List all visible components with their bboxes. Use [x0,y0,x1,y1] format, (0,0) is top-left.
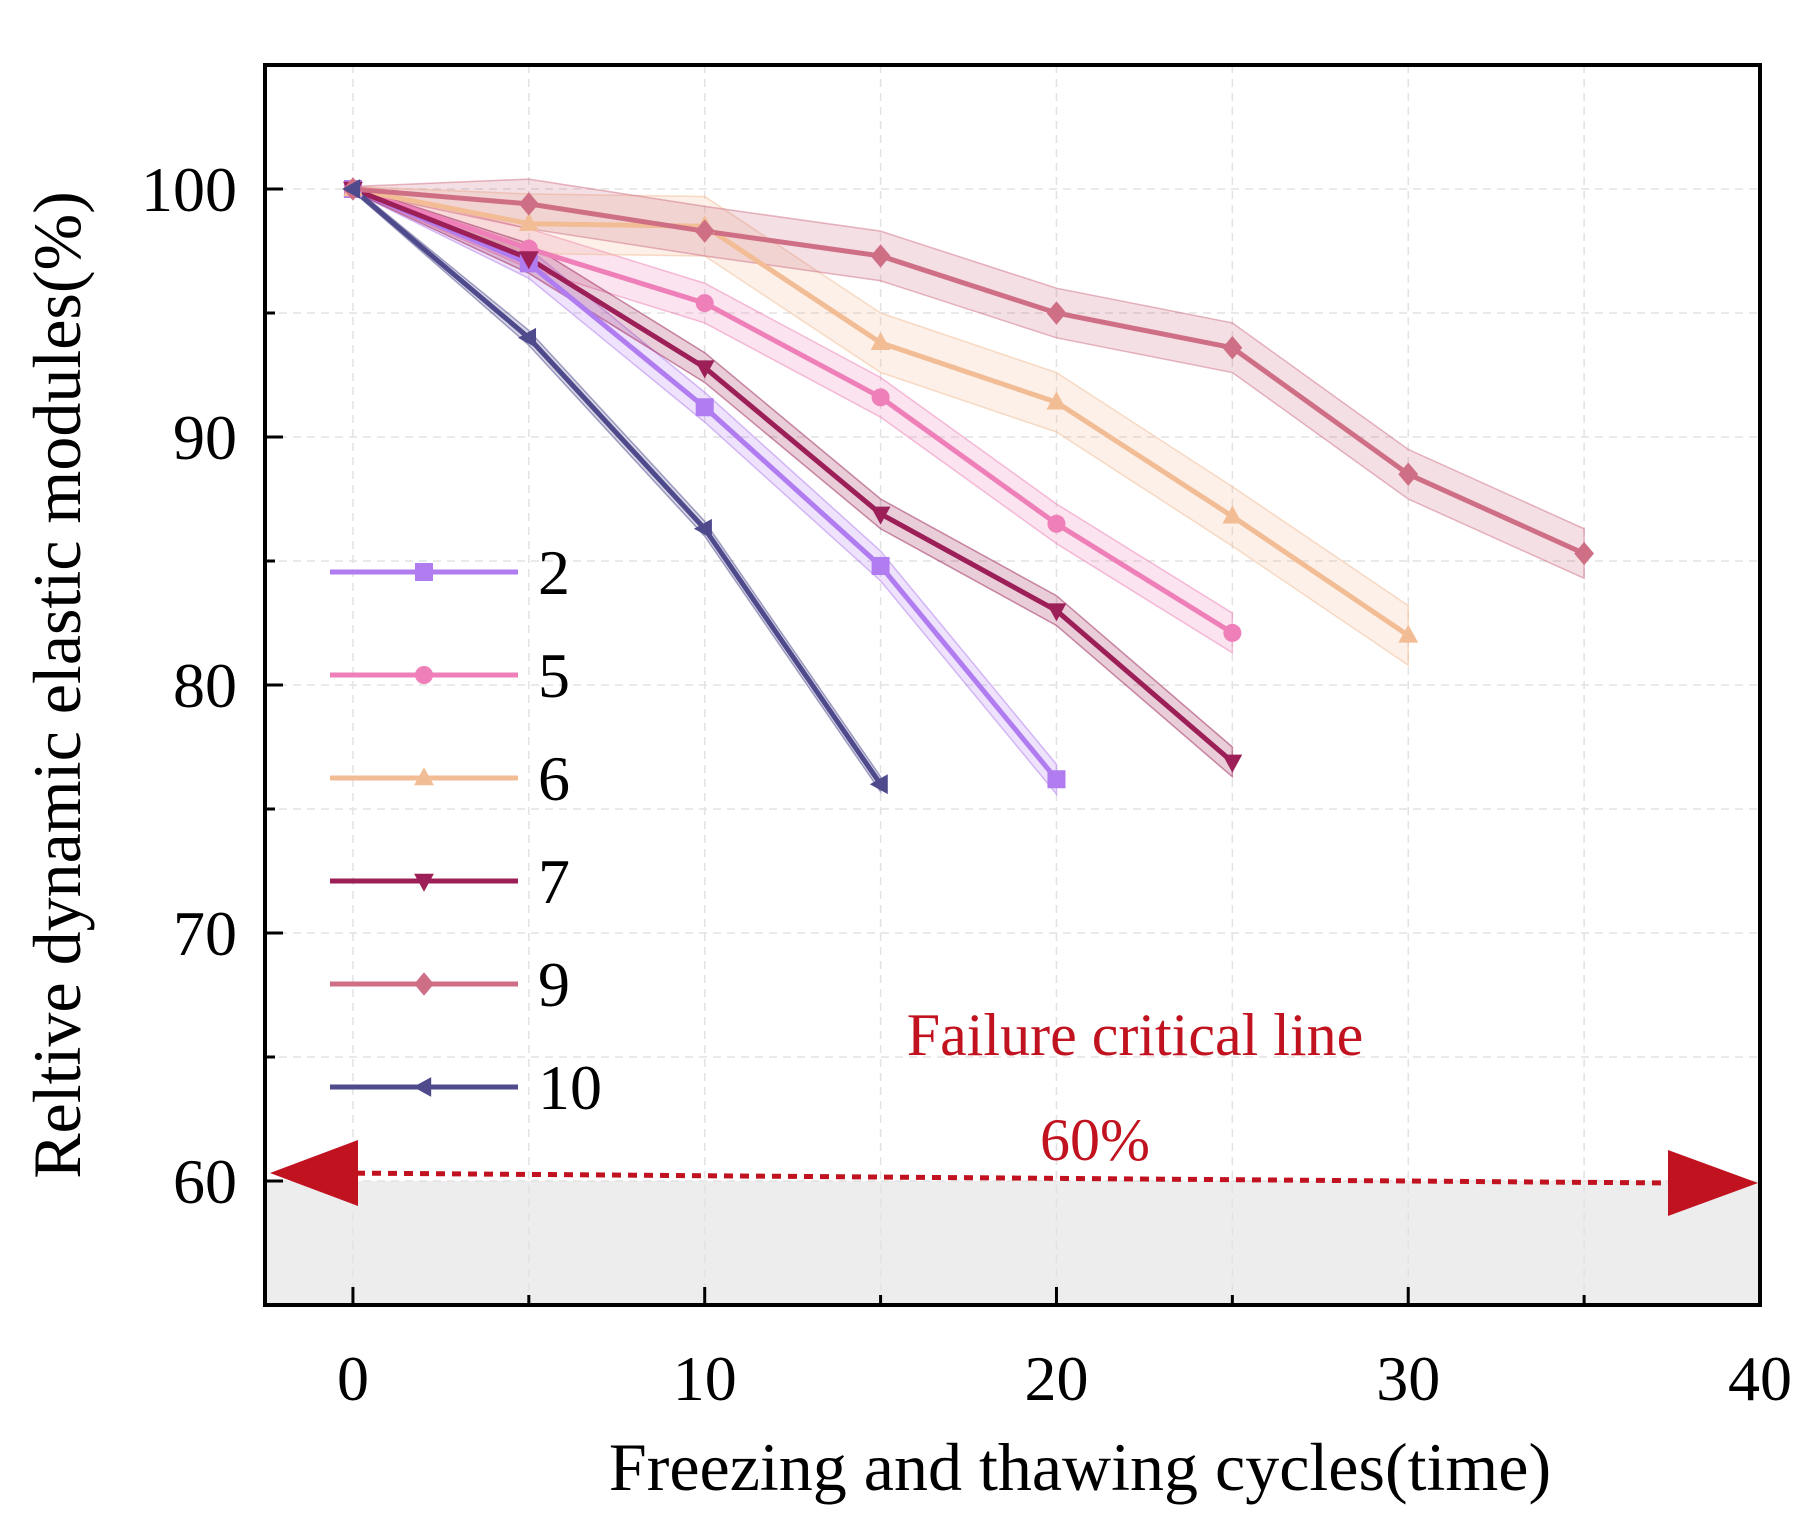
series-7-point [1222,754,1243,773]
y-axis-title: Reltive dynamic elastic modules(%) [19,191,95,1179]
critical-line [339,1170,1673,1186]
series-10-point [869,774,888,795]
bands [352,178,1585,797]
legend-marker-6 [414,767,434,786]
y-tick-label: 100 [141,154,237,225]
y-ticks: 60 70 80 90 100 [141,154,283,1217]
series-line-9 [352,186,1586,556]
legend-label-7: 7 [538,846,570,917]
grid [265,65,1760,1305]
series-9-point [1398,462,1419,486]
series-5-point [1047,514,1066,533]
x-tick-label: 10 [673,1343,737,1414]
series-6-point [870,331,891,350]
series-line-10 [351,187,883,786]
legend-marker-5 [415,666,433,684]
series-9-point [518,192,539,216]
failure-region [265,1181,1760,1305]
series-6-point [1398,624,1419,643]
legend-marker-2 [415,563,433,581]
series-2-point [695,398,714,417]
critical-arrow-right [1668,1150,1758,1216]
series-10-point [693,518,712,539]
legend-label-5: 5 [538,640,570,711]
series-5-point [695,294,714,313]
series-9-point [870,244,891,268]
series-markers [342,177,1595,795]
series-9-point [1046,301,1067,325]
series-band-10 [352,184,882,795]
series-band-6 [352,185,1409,667]
series-2-point [871,556,890,575]
x-tick-label: 40 [1728,1343,1792,1414]
critical-line-group [270,1140,1758,1216]
series-7-point [694,360,715,379]
legend-marker-9 [414,972,434,996]
legend-label-10: 10 [538,1052,602,1123]
series-band-2 [352,185,1058,797]
series-line-7 [352,186,1234,764]
series-7-point [870,506,891,525]
x-tick-label: 30 [1376,1343,1440,1414]
series-6-point [1046,391,1067,410]
series-line-5 [352,186,1234,636]
legend: 2 5 6 7 9 10 [330,537,602,1123]
legend-label-6: 6 [538,743,570,814]
legend-label-9: 9 [538,949,570,1020]
y-tick-label: 60 [173,1146,237,1217]
x-ticks: 0 10 20 30 40 [337,1287,1792,1414]
series-10-point [342,179,361,199]
series-9-point [694,219,715,243]
x-tick-label: 20 [1024,1343,1088,1414]
series-6-point [1222,505,1243,524]
series-9-point [1574,541,1595,566]
series-6-point [518,212,539,231]
series-7-point [518,251,539,270]
y-tick-label: 70 [173,898,237,969]
series-band-7 [352,185,1234,779]
y-tick-label: 80 [173,650,237,721]
series-7-point [1046,603,1067,622]
y-tick-label: 90 [173,402,237,473]
series-2-point [1047,770,1066,789]
series-5-point [871,388,890,407]
legend-marker-10 [413,1077,432,1097]
critical-line-label: Failure critical line [907,1002,1363,1068]
series-band-9 [352,178,1585,580]
legend-marker-7 [414,873,434,892]
x-tick-label: 0 [337,1343,369,1414]
series-9-point [1222,336,1243,360]
series-5-point [1223,623,1242,642]
series-10-point [518,327,537,348]
legend-label-2: 2 [538,537,570,608]
critical-value-label: 60% [1040,1107,1150,1173]
critical-arrow-left [270,1140,358,1206]
x-axis-title: Freezing and thawing cycles(time) [609,1429,1551,1505]
